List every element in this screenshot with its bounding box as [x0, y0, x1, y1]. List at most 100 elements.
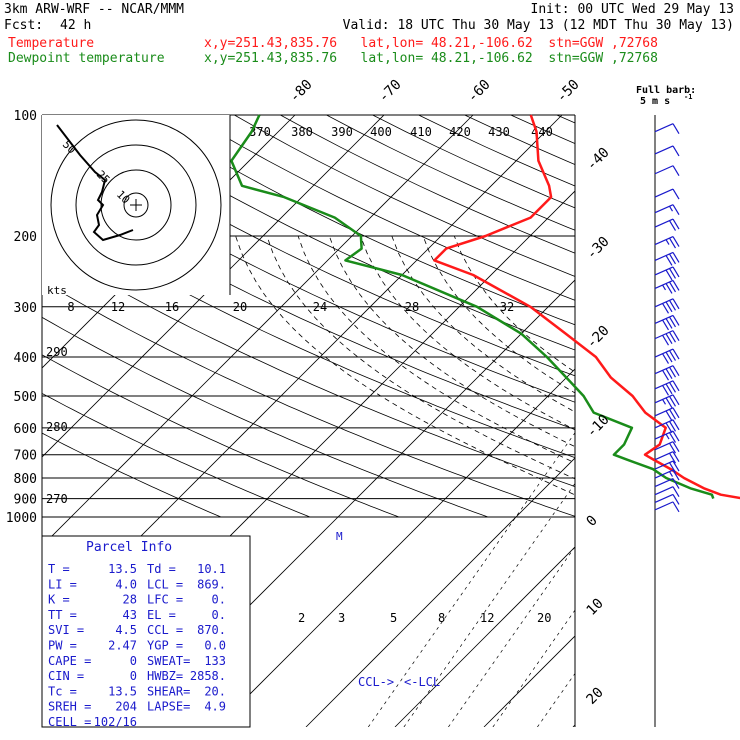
wind-barb-flag [665, 301, 673, 313]
dry-adiabat [372, 115, 575, 209]
dry-adiabat [188, 115, 575, 301]
parcel-row-label: SREH = [48, 700, 91, 714]
wind-barb-flag [672, 330, 680, 341]
wind-barb-flag [672, 236, 680, 247]
fcst-label: Fcst: [4, 18, 44, 33]
wind-barb-flag [665, 383, 673, 395]
wind-barb-flag [668, 205, 674, 212]
mixing-ratio-label: 12 [480, 611, 494, 625]
wind-barb [654, 380, 680, 396]
dry-adiabat [42, 354, 400, 518]
mixing-ratio-label: 20 [537, 611, 551, 625]
wind-barb-flag [661, 319, 670, 331]
wind-barb [654, 188, 680, 200]
temperature-line [433, 114, 740, 500]
mixing-ratio-label: 2 [298, 611, 305, 625]
wind-barb [654, 441, 680, 454]
wind-barb-flag [668, 452, 677, 464]
temperature-tick-label: -80 [287, 77, 316, 106]
pressure-label: 300 [14, 301, 37, 316]
wind-barb-flag [672, 315, 680, 326]
isotherm [305, 457, 575, 727]
wind-barb-flag [672, 218, 680, 230]
isotherm [216, 368, 575, 727]
wind-barb [654, 218, 680, 231]
pressure-label: 100 [14, 109, 37, 124]
dry-adiabat [42, 392, 311, 518]
dewpoint-location: x,y=251.43,835.76 lat,lon= 48.21,-106.62… [204, 51, 658, 66]
temperature-label: Temperature [8, 36, 95, 51]
hodograph-ring [123, 192, 149, 218]
parcel-row-value-2: 4.9 [204, 700, 226, 714]
wind-barb [654, 298, 680, 314]
wind-barb [654, 407, 680, 422]
dry-adiabat [141, 115, 575, 326]
wind-barb-staff [654, 165, 674, 175]
parcel-row-value: 0 [130, 669, 137, 683]
wind-barb [654, 501, 680, 513]
wind-barb-flag [668, 442, 677, 454]
temperature-tick-label: -30 [584, 234, 613, 263]
pressure-label: 200 [14, 230, 37, 245]
parcel-row-label: K = [48, 593, 70, 607]
pressure-label: 800 [14, 472, 37, 487]
wind-barb-flag [672, 123, 680, 134]
wind-barb [654, 451, 680, 464]
dry-adiabat [326, 115, 575, 231]
parcel-row-value: 13.5 [108, 562, 137, 576]
parcel-row-label-2: SHEAR= [147, 684, 190, 698]
wind-barb-staff [654, 218, 674, 228]
barb-legend-title: Full barb: [636, 85, 696, 96]
wind-barb-staff [654, 251, 674, 261]
wind-barb-flag [672, 501, 680, 513]
mixing-ratio-line [368, 432, 575, 727]
pressure-label: 700 [14, 449, 37, 464]
hodograph-trace [56, 124, 134, 242]
parcel-row-value-2: 133 [204, 654, 226, 668]
wind-barb-flag [668, 462, 677, 473]
theta-e-label: 400 [370, 125, 392, 139]
model-title: 3km ARW-WRF -- NCAR/MMM [4, 2, 185, 17]
dry-adiabat [418, 115, 575, 187]
wind-barb-flag [665, 422, 673, 434]
parcel-row-label-2: YGP = [147, 639, 183, 653]
wind-barb-staff [654, 188, 674, 198]
parcel-row-label-2: Td = [147, 562, 176, 576]
temperature-tick-label: 10 [584, 596, 607, 619]
lcl-marker: <-LCL [404, 675, 440, 689]
dry-adiabat [95, 115, 575, 351]
dry-adiabat [42, 141, 575, 403]
wind-barb-flag [665, 351, 673, 363]
parcel-row-label: TT = [48, 608, 77, 622]
parcel-row-label-2: LAPSE= [147, 700, 190, 714]
parcel-row-value-2: 0. [212, 593, 226, 607]
parcel-row-label-2: LFC = [147, 593, 183, 607]
hodograph-speed-label: 16 [165, 300, 179, 314]
dry-adiabat [49, 115, 575, 377]
wind-barb-flag [672, 348, 680, 360]
ccl-marker: CCL-> [358, 675, 394, 689]
parcel-row-label-2: CCL = [147, 623, 183, 637]
wind-barb-flag [668, 281, 677, 293]
hodograph-speed-label: 8 [67, 300, 74, 314]
wind-barb-flag [672, 469, 680, 481]
moist-adiabat [422, 235, 575, 394]
wind-barb-staff [654, 235, 674, 246]
parcel-row-value: 4.5 [115, 623, 137, 637]
parcel-row-label: PW = [48, 639, 77, 653]
wind-barb-flag [672, 407, 680, 419]
moist-adiabat [297, 235, 575, 464]
pressure-label: 1000 [6, 511, 37, 526]
wind-barb-flag [672, 266, 680, 278]
parcel-row-value: 4.0 [115, 577, 137, 591]
theta-label: 270 [46, 492, 68, 506]
wind-barb-flag [661, 334, 670, 346]
dry-adiabat [42, 316, 489, 518]
wind-barb [654, 430, 680, 443]
mixing-ratio-label: 8 [438, 611, 445, 625]
parcel-info-frame [41, 535, 251, 728]
wind-barb-flag [661, 302, 670, 314]
wind-barb-flag [668, 299, 677, 311]
